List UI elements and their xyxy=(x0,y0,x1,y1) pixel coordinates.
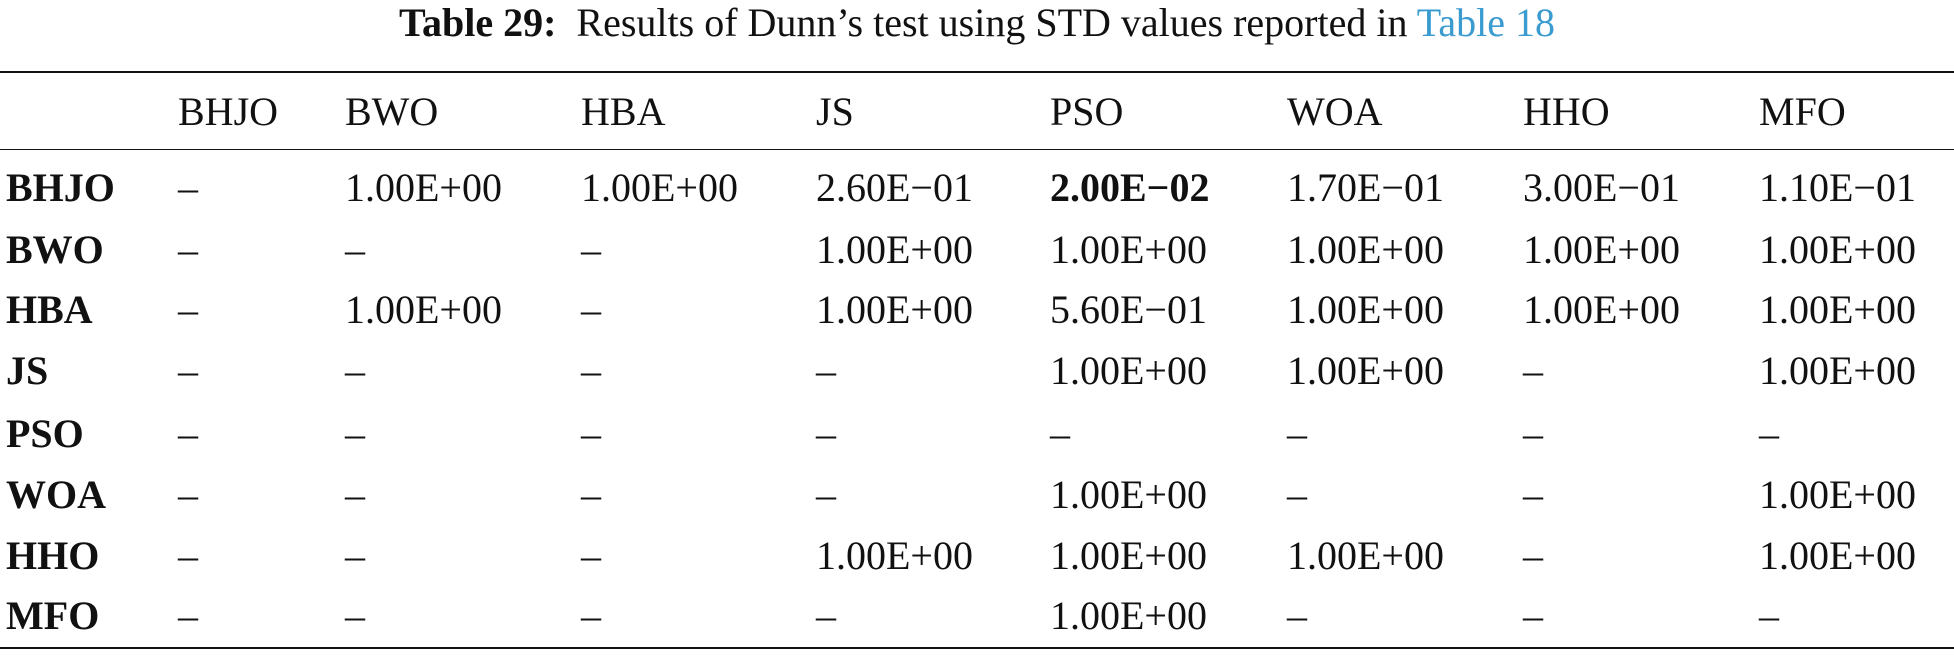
cell: – xyxy=(345,411,365,456)
cell: 1.00E+00 xyxy=(345,287,502,332)
cell: – xyxy=(581,227,601,272)
cell: – xyxy=(816,348,836,393)
column-header: JS xyxy=(816,89,854,134)
cell: – xyxy=(581,472,601,517)
cell: 1.00E+00 xyxy=(1759,227,1916,272)
cell: 1.00E+00 xyxy=(1287,227,1444,272)
row-label: BWO xyxy=(6,227,104,272)
cell: 1.10E−01 xyxy=(1759,165,1916,210)
cell: – xyxy=(1287,411,1307,456)
cell: 2.60E−01 xyxy=(816,165,973,210)
cell: – xyxy=(178,165,198,210)
cell: – xyxy=(345,533,365,578)
cell: – xyxy=(1523,411,1543,456)
cell: – xyxy=(178,533,198,578)
cell: – xyxy=(345,593,365,638)
column-header: PSO xyxy=(1050,89,1124,134)
cell: 1.70E−01 xyxy=(1287,165,1444,210)
row-label: PSO xyxy=(6,411,84,456)
caption-label: Table 29: xyxy=(398,0,557,45)
cell: 1.00E+00 xyxy=(1759,287,1916,332)
cell: – xyxy=(1759,411,1779,456)
caption-link[interactable]: Table 18 xyxy=(1416,0,1556,45)
cell: 5.60E−01 xyxy=(1050,287,1207,332)
cell: 2.00E−02 xyxy=(1050,165,1210,210)
cell: 1.00E+00 xyxy=(1287,533,1444,578)
cell: – xyxy=(178,287,198,332)
cell: 1.00E+00 xyxy=(1050,593,1207,638)
cell: – xyxy=(816,411,836,456)
cell: – xyxy=(345,472,365,517)
cell: 1.00E+00 xyxy=(345,165,502,210)
cell: – xyxy=(581,593,601,638)
cell: 3.00E−01 xyxy=(1523,165,1680,210)
cell: – xyxy=(178,593,198,638)
cell: 1.00E+00 xyxy=(1759,472,1916,517)
cell: – xyxy=(1523,593,1543,638)
row-label: BHJO xyxy=(6,165,115,210)
cell: 1.00E+00 xyxy=(816,227,973,272)
cell: 1.00E+00 xyxy=(1523,287,1680,332)
cell: – xyxy=(1287,593,1307,638)
cell: 1.00E+00 xyxy=(1050,533,1207,578)
column-header: WOA xyxy=(1287,89,1383,134)
cell: – xyxy=(1287,472,1307,517)
cell: 1.00E+00 xyxy=(1287,348,1444,393)
cell: – xyxy=(581,348,601,393)
cell: – xyxy=(178,227,198,272)
cell: 1.00E+00 xyxy=(816,287,973,332)
cell: 1.00E+00 xyxy=(1050,472,1207,517)
cell: – xyxy=(816,472,836,517)
cell: – xyxy=(345,227,365,272)
cell: 1.00E+00 xyxy=(581,165,738,210)
cell: – xyxy=(1523,472,1543,517)
cell: 1.00E+00 xyxy=(1759,533,1916,578)
cell: 1.00E+00 xyxy=(1050,227,1207,272)
top-rule xyxy=(0,71,1954,73)
cell: – xyxy=(581,533,601,578)
column-header: HHO xyxy=(1523,89,1610,134)
cell: 1.00E+00 xyxy=(1050,348,1207,393)
header-rule xyxy=(0,149,1954,150)
cell: – xyxy=(581,411,601,456)
row-label: HBA xyxy=(6,287,93,332)
cell: 1.00E+00 xyxy=(816,533,973,578)
row-label: WOA xyxy=(6,472,106,517)
cell: – xyxy=(178,411,198,456)
column-header: MFO xyxy=(1759,89,1846,134)
bottom-rule xyxy=(0,647,1954,649)
row-label: MFO xyxy=(6,593,100,638)
cell: 1.00E+00 xyxy=(1759,348,1916,393)
cell: – xyxy=(1050,411,1070,456)
cell: 1.00E+00 xyxy=(1287,287,1444,332)
cell: – xyxy=(178,472,198,517)
column-header: BHJO xyxy=(178,89,279,134)
cell: – xyxy=(1523,348,1543,393)
cell: – xyxy=(816,593,836,638)
row-label: JS xyxy=(6,348,49,393)
column-header: BWO xyxy=(345,89,439,134)
row-label: HHO xyxy=(6,533,100,578)
cell: – xyxy=(1759,593,1779,638)
cell: 1.00E+00 xyxy=(1523,227,1680,272)
caption: Table 29: Results of Dunn’s test using S… xyxy=(0,0,1954,46)
cell: – xyxy=(1523,533,1543,578)
column-header: HBA xyxy=(581,89,666,134)
caption-text: Results of Dunn’s test using STD values … xyxy=(576,0,1408,45)
cell: – xyxy=(345,348,365,393)
cell: – xyxy=(178,348,198,393)
cell: – xyxy=(581,287,601,332)
